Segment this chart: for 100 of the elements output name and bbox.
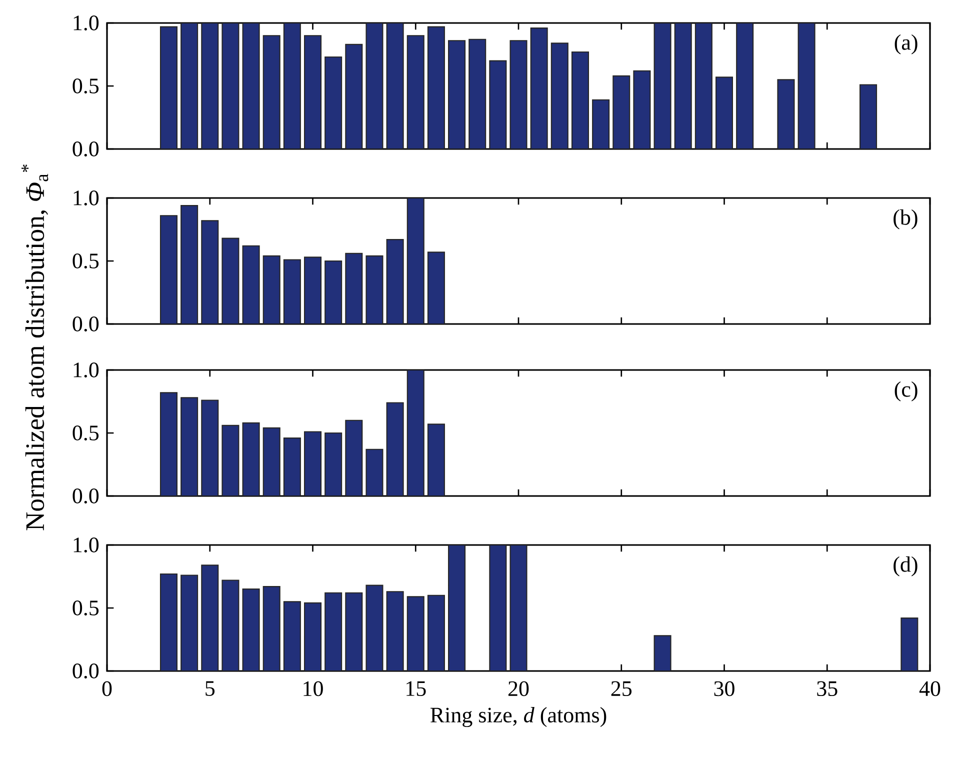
bar <box>202 23 218 149</box>
bar <box>572 52 588 149</box>
y-tick-label: 1.0 <box>74 190 99 206</box>
bar <box>325 57 342 149</box>
bar <box>283 438 301 496</box>
bar <box>469 39 486 149</box>
bar <box>345 252 363 324</box>
bar <box>242 23 260 149</box>
bar <box>222 424 240 496</box>
bar <box>304 431 322 496</box>
bar <box>201 400 219 496</box>
bar <box>407 36 424 149</box>
bar <box>345 420 363 496</box>
bar <box>860 84 878 149</box>
bar <box>490 60 506 149</box>
bar <box>180 397 198 496</box>
bar <box>262 427 280 496</box>
bar <box>551 43 568 149</box>
y-tick-label: 0.5 <box>72 426 99 440</box>
bar <box>634 70 650 149</box>
bar <box>324 592 342 671</box>
x-tick-label: 25 <box>611 681 632 696</box>
x-tick-label: 15 <box>406 681 426 696</box>
bar <box>346 44 362 149</box>
x-tick-label: 30 <box>714 681 734 696</box>
bar <box>406 370 424 496</box>
bar <box>386 591 404 671</box>
bar <box>366 448 384 496</box>
bar <box>510 40 527 149</box>
bar <box>778 80 794 149</box>
x-tick-label: 40 <box>919 681 940 696</box>
bar <box>242 588 260 671</box>
bar <box>222 238 240 324</box>
bar <box>181 23 198 149</box>
bar <box>489 545 507 671</box>
bar <box>613 76 630 149</box>
bar <box>427 594 445 671</box>
bar <box>283 601 301 671</box>
x-tick-label: 0 <box>102 681 112 696</box>
bar <box>386 23 404 149</box>
y-tick-label: 0.0 <box>72 488 99 504</box>
y-tick-label: 0.0 <box>72 142 99 156</box>
bar <box>324 432 342 496</box>
bar <box>345 592 363 671</box>
x-tick-label: 35 <box>817 681 838 696</box>
bar <box>222 580 240 671</box>
bar <box>304 256 322 324</box>
bar <box>448 545 466 671</box>
bar <box>592 100 610 149</box>
bar <box>716 77 732 149</box>
bar <box>366 23 383 149</box>
y-tick-label: 0.0 <box>72 316 99 332</box>
bar <box>900 618 918 671</box>
bar <box>283 259 301 324</box>
bar <box>366 584 384 671</box>
bar <box>201 220 219 324</box>
y-tick-label: 1.0 <box>74 538 99 552</box>
y-tick-label: 0.0 <box>72 664 99 678</box>
x-tick-label: 20 <box>508 681 529 696</box>
bar <box>530 28 548 149</box>
bar <box>406 198 424 324</box>
bar <box>262 586 280 671</box>
annotation: (d) <box>894 556 918 576</box>
x-axis-title: Ring size, d (atoms) <box>430 707 606 728</box>
bar <box>242 245 260 324</box>
bar <box>674 23 692 149</box>
bar <box>510 545 528 671</box>
y-tick-label: 1.0 <box>74 16 99 30</box>
bar <box>386 239 404 324</box>
bar <box>160 392 178 496</box>
y-tick-label: 0.5 <box>72 600 99 616</box>
annotation: (c) <box>894 381 918 402</box>
bar <box>160 215 178 324</box>
x-tick-label: 5 <box>206 681 215 696</box>
bar <box>160 26 177 149</box>
bar <box>736 23 754 149</box>
bar <box>427 252 445 324</box>
bar <box>304 602 322 671</box>
bar <box>386 402 404 496</box>
annotation: (b) <box>894 209 918 230</box>
bar <box>406 596 424 671</box>
bar <box>160 573 178 671</box>
bar <box>324 260 342 324</box>
bar <box>180 574 198 671</box>
bar <box>242 422 260 496</box>
bar <box>366 255 384 324</box>
y-tick-label: 0.5 <box>72 78 99 94</box>
bar <box>262 255 280 324</box>
bar <box>201 564 219 671</box>
x-tick-label: 10 <box>304 681 323 696</box>
bar <box>654 23 671 149</box>
y-tick-label: 0.5 <box>72 254 99 268</box>
bar <box>427 424 445 496</box>
bar <box>304 36 321 149</box>
bar <box>798 23 815 149</box>
bar <box>222 23 239 149</box>
y-tick-label: 1.0 <box>74 362 99 378</box>
bar <box>263 36 280 149</box>
bar <box>284 23 300 149</box>
y-axis-title: Normalized atom distribution, Φ$_{a}$* <box>22 164 48 530</box>
